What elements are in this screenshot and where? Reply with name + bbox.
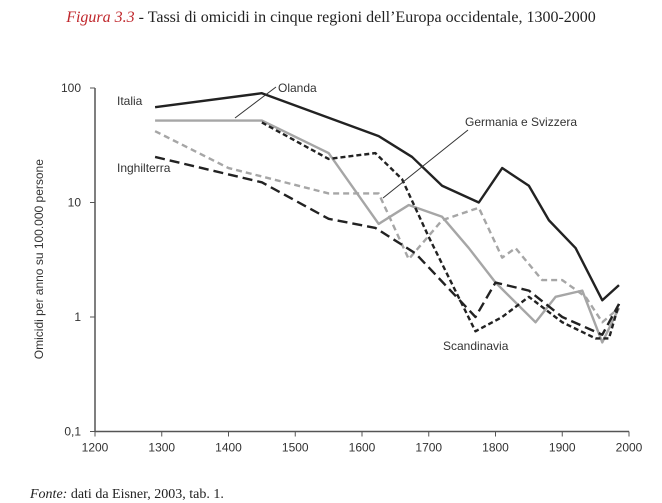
y-axis-label: Omicidi per anno su 100.000 persone bbox=[32, 159, 46, 359]
x-tick-label: 1800 bbox=[482, 441, 509, 455]
source-label: Fonte: bbox=[30, 487, 68, 502]
figure-caption: Figura 3.3 - Tassi di omicidi in cinque … bbox=[0, 6, 662, 30]
x-tick-label: 2000 bbox=[616, 441, 643, 455]
y-tick-label: 10 bbox=[68, 196, 82, 210]
figure-label: Figura 3.3 bbox=[66, 9, 135, 26]
series-line-olanda bbox=[155, 119, 621, 344]
series-line-scandinavia bbox=[261, 121, 621, 340]
x-tick-label: 1400 bbox=[215, 441, 242, 455]
series-label: Olanda bbox=[278, 81, 317, 95]
x-tick-label: 1500 bbox=[282, 441, 309, 455]
source-note: Fonte: dati da Eisner, 2003, tab. 1. bbox=[30, 487, 224, 503]
x-tick-label: 1200 bbox=[82, 441, 109, 455]
series-label: Scandinavia bbox=[443, 339, 509, 353]
x-tick-label: 1900 bbox=[549, 441, 576, 455]
series-line-germania-e-svizzera bbox=[154, 130, 620, 324]
leader-line bbox=[382, 129, 469, 199]
y-tick-label: 0,1 bbox=[64, 425, 81, 439]
series-line-italia bbox=[154, 92, 620, 302]
x-tick-label: 1700 bbox=[415, 441, 442, 455]
series-label: Germania e Svizzera bbox=[465, 115, 577, 129]
y-tick-label: 1 bbox=[74, 310, 81, 324]
figure-title: - Tassi di omicidi in cinque regioni del… bbox=[134, 9, 596, 26]
leader-line bbox=[234, 86, 277, 119]
series-label: Inghilterra bbox=[117, 161, 171, 175]
series-line-inghilterra bbox=[154, 155, 621, 336]
series-label: Italia bbox=[117, 94, 143, 108]
x-tick-label: 1300 bbox=[148, 441, 175, 455]
y-tick-label: 100 bbox=[61, 81, 81, 95]
source-text: dati da Eisner, 2003, tab. 1. bbox=[67, 487, 224, 502]
x-tick-label: 1600 bbox=[349, 441, 376, 455]
